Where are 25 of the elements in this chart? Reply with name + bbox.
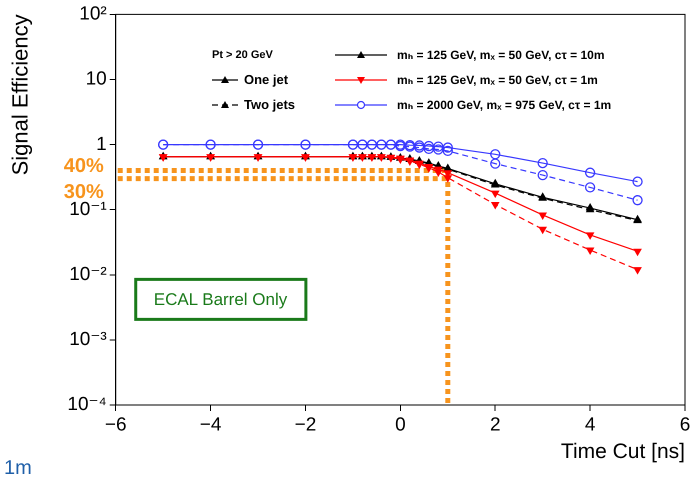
x-tick-label: 4 [584,414,596,436]
annotation: Two jets [244,97,296,112]
y-axis-title: Signal Efficiency [7,14,32,176]
y-tick-label: 10⁻² [69,264,107,286]
annotation: ECAL Barrel Only [154,290,288,310]
y-tick-label: 10⁻⁴ [67,394,107,416]
x-tick-label: 0 [395,414,406,436]
y-tick-label: 10⁻³ [69,329,107,350]
legend-title: Pt > 20 GeV [212,48,274,62]
y-tick-label: 1 [96,134,107,155]
x-tick-label: 6 [680,414,690,436]
legend-label: mₕ = 125 GeV, mₓ = 50 GeV, cτ = 1m [397,72,598,86]
y-tick-label: 10 [86,68,107,90]
y-tick-label: 10² [79,4,107,25]
x-tick-label: 2 [490,414,501,436]
x-tick-label: −4 [200,414,222,436]
x-tick-label: −2 [294,414,316,436]
y-tick-label: 10⁻¹ [69,198,107,220]
annotation: One jet [244,72,288,87]
ref-line-label: 40% [64,155,104,178]
legend-label: mₕ = 2000 GeV, mₓ = 975 GeV, cτ = 1m [397,98,612,112]
x-tick-label: −6 [104,414,127,436]
text: 1m [4,457,32,479]
x-axis-title: Time Cut [ns] [560,440,685,464]
legend-label: mₕ = 125 GeV, mₓ = 50 GeV, cτ = 10m [397,48,605,62]
